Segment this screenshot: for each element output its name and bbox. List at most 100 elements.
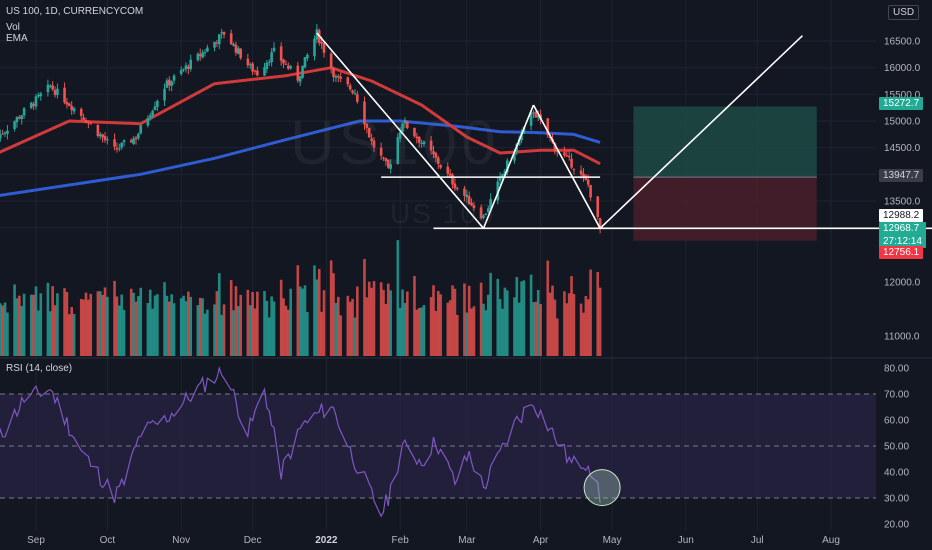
candle-body	[37, 94, 40, 97]
candle-body	[363, 101, 366, 125]
candle-body	[51, 85, 54, 90]
volume-bar	[134, 301, 138, 356]
candle-body	[122, 140, 126, 143]
volume-bar	[201, 298, 204, 356]
volume-bar	[463, 283, 466, 356]
candle-body	[15, 117, 19, 123]
volume-bar	[439, 294, 442, 356]
volume-bar	[420, 307, 423, 356]
candle-body	[18, 116, 21, 119]
volume-bar	[398, 307, 402, 356]
candle-body	[287, 65, 290, 69]
pattern-leg-down	[316, 32, 485, 229]
volume-bar	[320, 311, 323, 356]
candle-body	[118, 148, 121, 150]
candle-body	[465, 194, 469, 198]
candle-body	[284, 63, 288, 65]
volume-bar	[306, 312, 309, 356]
candle-body	[563, 152, 566, 156]
volume-bar	[334, 302, 338, 356]
volume-legend[interactable]: Vol	[6, 22, 20, 33]
volume-bar	[151, 308, 154, 356]
candle-body	[187, 66, 190, 69]
volume-bar	[146, 303, 150, 356]
candle-body	[498, 176, 502, 181]
candle-body	[429, 140, 433, 151]
candle-body	[315, 29, 319, 40]
volume-bar	[548, 292, 552, 356]
volume-bar	[182, 295, 185, 356]
currency-button[interactable]: USD	[888, 5, 920, 20]
rsi-legend[interactable]: RSI (14, close)	[6, 363, 73, 374]
ema-legend[interactable]: EMA	[6, 33, 28, 44]
candle-body	[501, 174, 504, 178]
candle-body	[322, 43, 326, 53]
candle-body	[379, 147, 383, 156]
candle-body	[267, 61, 271, 63]
volume-bar	[472, 306, 476, 356]
candle-body	[179, 69, 183, 75]
candle-body	[89, 123, 93, 125]
candle-body	[134, 137, 138, 140]
price-tick-label: 14500.0	[884, 143, 921, 154]
candle-body	[172, 75, 176, 81]
chart-title[interactable]: US 100, 1D, CURRENCYCOM	[6, 6, 144, 17]
price-tick-label: 16000.0	[884, 63, 921, 74]
volume-bar	[520, 281, 523, 356]
volume-bar	[532, 302, 535, 356]
candle-body	[98, 134, 102, 137]
candle-body	[96, 125, 100, 137]
rsi-highlight-circle	[583, 469, 621, 507]
volume-bar	[203, 313, 207, 356]
volume-bar	[553, 299, 557, 356]
candle-body	[237, 48, 240, 54]
candle-body	[422, 141, 426, 145]
volume-bar	[1, 305, 4, 356]
candle-body	[596, 196, 600, 217]
candle-body	[165, 80, 169, 88]
volume-tick-label: 11000.0	[884, 332, 920, 343]
volume-bar	[172, 303, 176, 356]
rsi-band	[0, 394, 876, 498]
volume-bar	[384, 303, 388, 356]
candle-body	[472, 205, 476, 209]
volume-bar	[422, 305, 426, 356]
volume-bar	[479, 282, 483, 356]
volume-bar	[215, 291, 219, 356]
candle-body	[329, 53, 333, 68]
volume-bar	[551, 285, 554, 356]
candle-body	[586, 179, 590, 185]
time-tick-label: Oct	[100, 535, 116, 546]
volume-bar	[122, 309, 126, 356]
risk-reward-zones	[633, 106, 817, 241]
volume-bar	[296, 265, 300, 356]
volume-tick-label: 12000.0	[884, 278, 921, 289]
entry-price-tag: 13947.7	[879, 169, 924, 182]
candle-body	[489, 199, 492, 210]
volume-bar	[189, 296, 193, 356]
candle-body	[146, 118, 150, 126]
volume-bar	[72, 313, 76, 356]
candle-body	[536, 115, 540, 118]
double-top-pattern[interactable]	[316, 32, 932, 230]
volume-bar	[436, 290, 440, 356]
time-tick-label: Apr	[533, 535, 549, 546]
volume-bar	[84, 292, 88, 356]
candle-body	[265, 62, 269, 69]
candle-body	[106, 139, 109, 141]
candle-body	[482, 215, 485, 219]
candle-body	[13, 121, 16, 130]
volume-bar	[165, 295, 169, 356]
candle-body	[232, 43, 235, 46]
volume-bar	[303, 285, 307, 356]
candle-body	[505, 160, 509, 173]
candle-body	[320, 41, 323, 44]
candle-body	[82, 117, 85, 121]
candle-body	[382, 157, 385, 159]
candle-body	[84, 120, 88, 124]
candle-body	[463, 188, 466, 196]
volume-bar	[584, 296, 588, 356]
volume-bar	[515, 277, 519, 356]
volume-bar	[229, 280, 233, 356]
